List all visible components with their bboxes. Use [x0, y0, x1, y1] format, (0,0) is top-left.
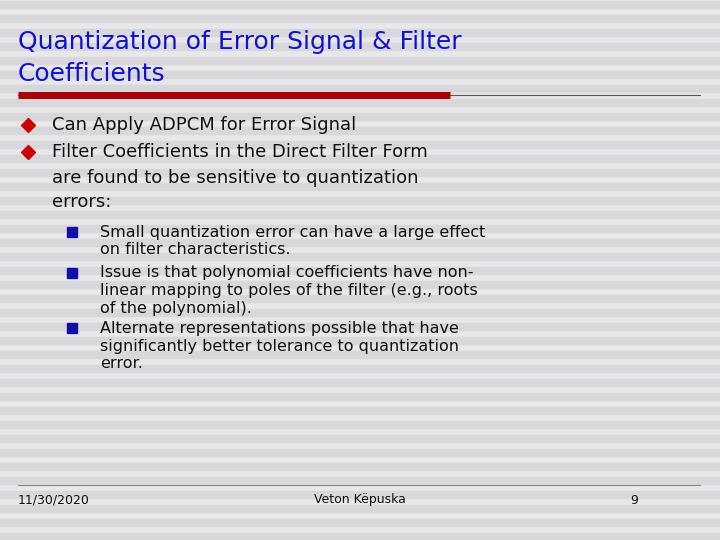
Text: Veton Këpuska: Veton Këpuska: [314, 494, 406, 507]
Text: Issue is that polynomial coefficients have non-: Issue is that polynomial coefficients ha…: [100, 266, 474, 280]
Bar: [0, 15, 720, 22]
Text: Coefficients: Coefficients: [18, 62, 166, 86]
Bar: [0, 99, 720, 106]
Bar: [0, 71, 720, 78]
Bar: [0, 365, 720, 372]
Text: Quantization of Error Signal & Filter: Quantization of Error Signal & Filter: [18, 30, 462, 54]
Bar: [0, 505, 720, 512]
Text: Small quantization error can have a large effect: Small quantization error can have a larg…: [100, 225, 485, 240]
Bar: [0, 351, 720, 358]
Bar: [0, 155, 720, 162]
Bar: [0, 253, 720, 260]
Bar: [0, 57, 720, 64]
Bar: [0, 477, 720, 484]
Text: 9: 9: [630, 494, 638, 507]
Bar: [0, 239, 720, 246]
Bar: [0, 323, 720, 330]
Bar: [0, 463, 720, 470]
Bar: [0, 435, 720, 442]
Bar: [0, 281, 720, 288]
Bar: [0, 211, 720, 218]
Bar: [0, 309, 720, 316]
Text: are found to be sensitive to quantization: are found to be sensitive to quantizatio…: [52, 169, 418, 187]
Bar: [0, 43, 720, 50]
Text: errors:: errors:: [52, 193, 112, 211]
Text: Alternate representations possible that have: Alternate representations possible that …: [100, 321, 459, 335]
Text: 11/30/2020: 11/30/2020: [18, 494, 90, 507]
Bar: [0, 127, 720, 134]
Bar: [0, 225, 720, 232]
Text: error.: error.: [100, 356, 143, 372]
Bar: [0, 267, 720, 274]
Text: of the polynomial).: of the polynomial).: [100, 301, 252, 316]
Bar: [0, 491, 720, 498]
Bar: [0, 29, 720, 36]
Bar: [0, 169, 720, 176]
Bar: [0, 295, 720, 302]
Bar: [0, 533, 720, 540]
Bar: [0, 141, 720, 148]
Bar: [0, 113, 720, 120]
Bar: [0, 337, 720, 344]
Text: linear mapping to poles of the filter (e.g., roots: linear mapping to poles of the filter (e…: [100, 284, 478, 299]
Bar: [0, 393, 720, 400]
Bar: [0, 183, 720, 190]
Bar: [0, 197, 720, 204]
Bar: [0, 85, 720, 92]
Bar: [0, 407, 720, 414]
Text: Can Apply ADPCM for Error Signal: Can Apply ADPCM for Error Signal: [52, 116, 356, 134]
Text: on filter characteristics.: on filter characteristics.: [100, 242, 290, 258]
Bar: [0, 519, 720, 526]
Bar: [0, 449, 720, 456]
Text: significantly better tolerance to quantization: significantly better tolerance to quanti…: [100, 339, 459, 354]
Bar: [0, 1, 720, 8]
Bar: [0, 379, 720, 386]
Bar: [0, 421, 720, 428]
Text: Filter Coefficients in the Direct Filter Form: Filter Coefficients in the Direct Filter…: [52, 143, 428, 161]
